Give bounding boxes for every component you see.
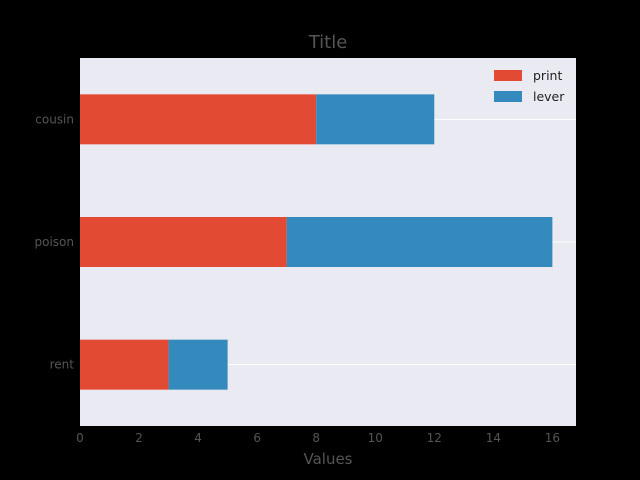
bar-print-poison <box>80 217 287 267</box>
x-axis-ticks: 0 2 4 6 8 10 12 14 16 <box>76 431 560 445</box>
legend-label-print: print <box>533 68 562 83</box>
legend: print lever <box>494 68 565 104</box>
chart-title: Title <box>308 32 348 53</box>
bar-lever-poison <box>286 217 553 267</box>
bar-print-cousin <box>80 94 317 145</box>
bars <box>80 94 553 390</box>
x-tick-8: 8 <box>312 431 320 445</box>
bar-lever-rent <box>168 339 228 390</box>
bar-print-rent <box>80 339 169 390</box>
legend-swatch-lever <box>494 91 522 102</box>
category-label-poison: poison <box>35 235 75 249</box>
y-axis-ticks: cousin poison rent <box>35 112 75 371</box>
x-axis-label: Values <box>303 450 352 468</box>
category-label-rent: rent <box>50 358 75 372</box>
x-tick-12: 12 <box>427 431 442 445</box>
bar-lever-cousin <box>316 94 435 145</box>
x-tick-10: 10 <box>368 431 383 445</box>
x-tick-0: 0 <box>76 431 84 445</box>
legend-swatch-print <box>494 70 522 81</box>
x-tick-4: 4 <box>194 431 202 445</box>
category-label-cousin: cousin <box>35 112 74 126</box>
x-tick-2: 2 <box>135 431 143 445</box>
legend-label-lever: lever <box>533 89 565 104</box>
x-tick-6: 6 <box>253 431 261 445</box>
x-tick-16: 16 <box>545 431 560 445</box>
x-tick-14: 14 <box>486 431 501 445</box>
